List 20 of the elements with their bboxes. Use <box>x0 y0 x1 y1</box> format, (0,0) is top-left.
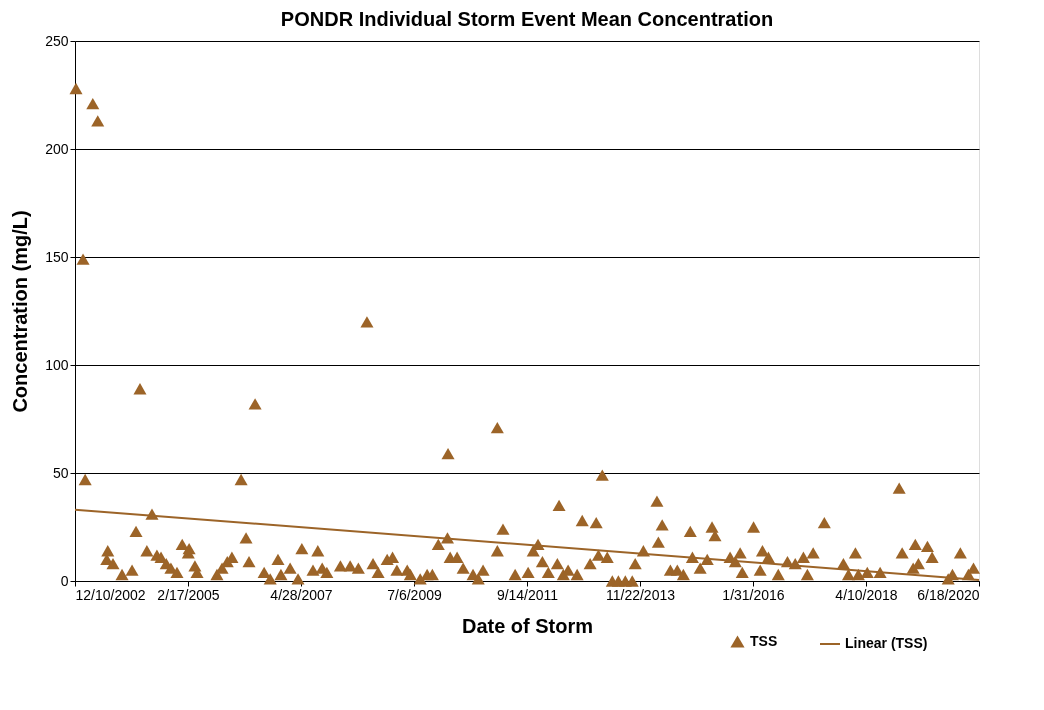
x-tick-label: 4/10/2018 <box>835 586 898 603</box>
y-tick-label: 250 <box>45 32 69 49</box>
x-tick-label: 6/18/2020 <box>917 586 980 603</box>
x-tick-label: 2/17/2005 <box>157 586 220 603</box>
legend-label: Linear (TSS) <box>845 635 928 651</box>
legend-label: TSS <box>750 632 778 649</box>
y-tick-label: 100 <box>45 356 69 373</box>
y-tick-label: 150 <box>45 248 69 265</box>
x-tick-label: 1/31/2016 <box>722 586 785 603</box>
x-tick-label: 12/10/2002 <box>75 586 146 603</box>
chart-title: PONDR Individual Storm Event Mean Concentration <box>280 8 774 30</box>
x-tick-label: 11/22/2013 <box>605 586 676 603</box>
x-tick-label: 4/28/2007 <box>270 586 333 603</box>
y-axis-title: Concentration (mg/L) <box>9 210 32 413</box>
y-tick-label: 0 <box>60 572 69 589</box>
x-tick-label: 7/6/2009 <box>387 586 442 603</box>
y-tick-label: 200 <box>45 140 69 157</box>
x-axis-title: Date of Storm <box>461 614 594 637</box>
y-tick-label: 50 <box>52 464 69 481</box>
x-tick-label: 9/14/2011 <box>496 586 559 603</box>
